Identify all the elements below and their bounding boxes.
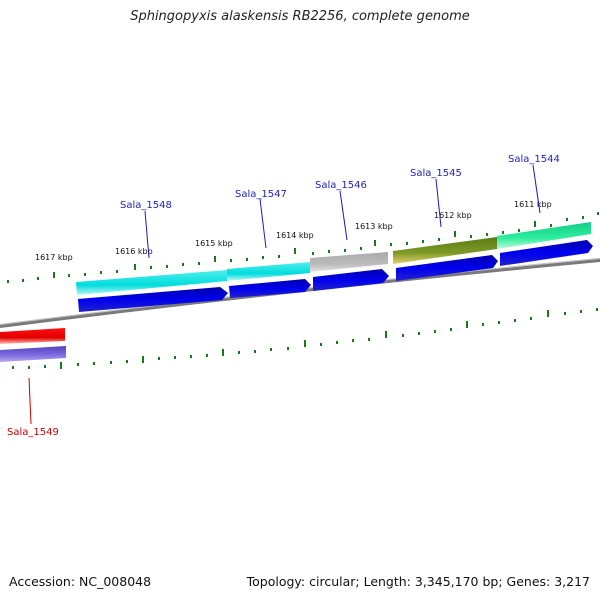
scale-label-1615: 1615 kbp [195,239,233,248]
cds-arrow-sala-1544[interactable] [500,240,593,266]
leader-line-sala-1548 [144,210,150,259]
scale-label-1611: 1611 kbp [514,200,552,209]
scale-label-1613: 1613 kbp [355,222,393,231]
gene-label-sala-1544[interactable]: Sala_1544 [508,154,560,165]
gene-label-sala-1546[interactable]: Sala_1546 [315,180,367,191]
scale-label-1616: 1616 kbp [115,247,153,256]
gene-label-sala-1545[interactable]: Sala_1545 [410,168,462,179]
gene-label-sala-1549[interactable]: Sala_1549 [7,427,59,438]
scale-label-1612: 1612 kbp [434,211,472,220]
gene-bar-sala-1549[interactable] [0,328,65,344]
cds-arrow-sala-1547[interactable] [229,279,311,298]
gene-bar-sala-1544[interactable] [497,222,591,249]
gene-label-sala-1547[interactable]: Sala_1547 [235,189,287,200]
upper-scale-ticks [7,212,599,283]
leader-line-sala-1546 [339,190,348,241]
cds-arrow-sala-1546[interactable] [313,269,389,291]
gene-bar-sala-1546[interactable] [310,252,388,272]
gene-label-sala-1548[interactable]: Sala_1548 [120,200,172,211]
gene-bar-sala-1545[interactable] [393,237,497,264]
cds-arrow-sala-1548[interactable] [78,287,228,312]
accession-text: Accession: NC_008048 [9,574,152,589]
genome-title: Sphingopyxis alaskensis RB2256, complete… [130,9,470,24]
gene-bar-sala-1547[interactable] [227,262,310,281]
leader-line-sala-1545 [435,178,442,228]
scale-label-1614: 1614 kbp [276,231,314,240]
gene-bar-sala-1548[interactable] [76,270,227,295]
lower-scale-ticks [12,308,598,369]
leader-line-sala-1549 [28,377,32,425]
leader-line-sala-1547 [259,198,267,249]
scale-label-1617: 1617 kbp [35,253,73,262]
leader-line-sala-1544 [532,164,541,214]
cds-arrow-sala-1549[interactable] [0,346,66,362]
genome-summary-text: Topology: circular; Length: 3,345,170 bp… [246,574,590,589]
cds-arrow-sala-1545[interactable] [396,255,498,281]
